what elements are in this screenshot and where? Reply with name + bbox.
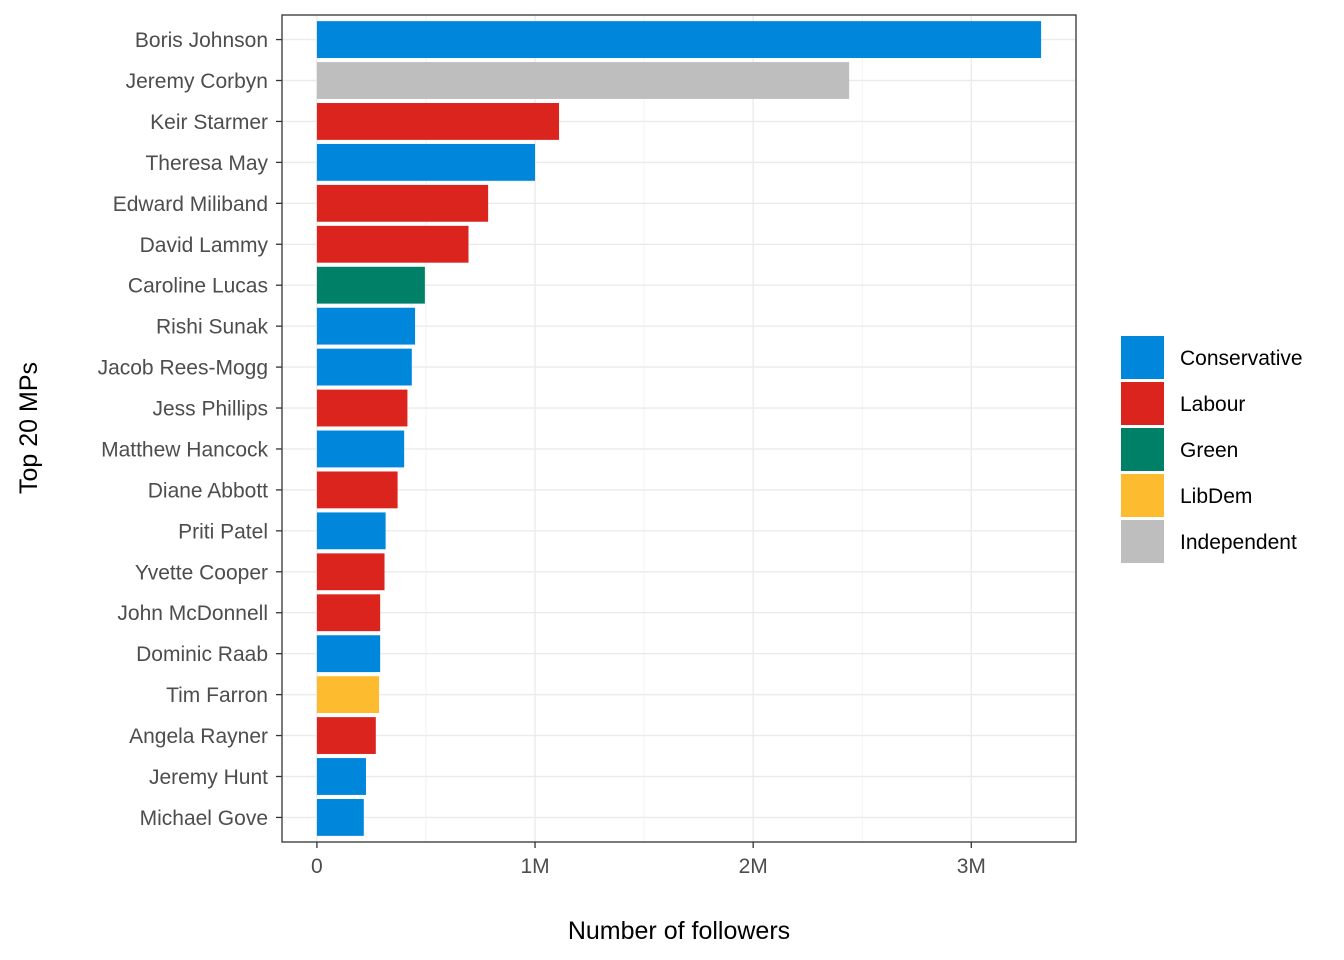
bars bbox=[316, 21, 1042, 836]
y-tick-label: Diane Abbott bbox=[148, 479, 268, 502]
y-tick-label: Jeremy Hunt bbox=[149, 766, 268, 789]
bar bbox=[316, 21, 1042, 58]
y-tick-label: Jacob Rees-Mogg bbox=[98, 357, 268, 380]
y-tick-label: Michael Gove bbox=[140, 807, 268, 830]
bar bbox=[316, 62, 850, 99]
bar bbox=[316, 430, 405, 468]
y-tick-label: Jess Phillips bbox=[152, 398, 268, 421]
y-tick-label: David Lammy bbox=[140, 234, 269, 257]
x-tick-label: 1M bbox=[520, 855, 549, 878]
y-tick-label: Edward Miliband bbox=[113, 193, 268, 216]
legend-label: Labour bbox=[1180, 393, 1245, 416]
bar bbox=[316, 225, 469, 263]
legend-key bbox=[1121, 336, 1164, 379]
y-axis: Boris Johnson Jeremy Corbyn Keir Starmer Th… bbox=[98, 29, 282, 830]
x-tick-label: 3M bbox=[957, 855, 986, 878]
y-tick-label: Rishi Sunak bbox=[156, 316, 269, 339]
y-tick-label: Priti Patel bbox=[178, 520, 268, 543]
legend-label: Conservative bbox=[1180, 347, 1303, 370]
y-tick-label: Yvette Cooper bbox=[135, 561, 268, 584]
y-tick-label: Tim Farron bbox=[166, 684, 268, 707]
bar bbox=[316, 676, 380, 714]
y-axis-title: Top 20 MPs bbox=[15, 362, 43, 494]
bar bbox=[316, 266, 425, 304]
y-tick-label: John McDonnell bbox=[117, 602, 268, 625]
bar bbox=[316, 389, 408, 427]
y-tick-label: Theresa May bbox=[145, 152, 268, 175]
y-tick-label: Dominic Raab bbox=[136, 643, 268, 666]
bar bbox=[316, 512, 386, 550]
y-tick-label: Keir Starmer bbox=[150, 111, 268, 134]
x-tick-label: 2M bbox=[739, 855, 768, 878]
x-tick-label: 0 bbox=[311, 855, 323, 878]
panel-border bbox=[281, 14, 1077, 843]
bar bbox=[316, 307, 416, 345]
y-tick-label: Caroline Lucas bbox=[128, 275, 268, 298]
x-axis: 0 1M 2M 3M bbox=[311, 842, 986, 878]
bar bbox=[316, 717, 376, 754]
legend-label: LibDem bbox=[1180, 485, 1252, 508]
bar bbox=[316, 553, 385, 591]
legend: Conservative Labour Green LibDem Independent bbox=[1121, 336, 1303, 563]
legend-key bbox=[1121, 428, 1164, 471]
bar bbox=[316, 799, 364, 836]
y-tick-label: Matthew Hancock bbox=[101, 438, 268, 461]
y-tick-label: Jeremy Corbyn bbox=[126, 70, 268, 93]
bar bbox=[316, 471, 398, 509]
legend-key bbox=[1121, 474, 1164, 517]
legend-key bbox=[1121, 520, 1164, 563]
y-tick-label: Angela Rayner bbox=[129, 725, 268, 748]
legend-label: Green bbox=[1180, 439, 1238, 462]
x-axis-title: Number of followers bbox=[568, 917, 790, 945]
y-tick-label: Boris Johnson bbox=[135, 29, 268, 52]
legend-label: Independent bbox=[1180, 531, 1297, 554]
bar bbox=[316, 594, 381, 632]
legend-key bbox=[1121, 382, 1164, 425]
bar bbox=[316, 758, 366, 795]
bar bbox=[316, 103, 560, 140]
bar bbox=[316, 635, 381, 673]
bar bbox=[316, 184, 489, 222]
bar bbox=[316, 143, 536, 181]
bar bbox=[316, 348, 412, 386]
